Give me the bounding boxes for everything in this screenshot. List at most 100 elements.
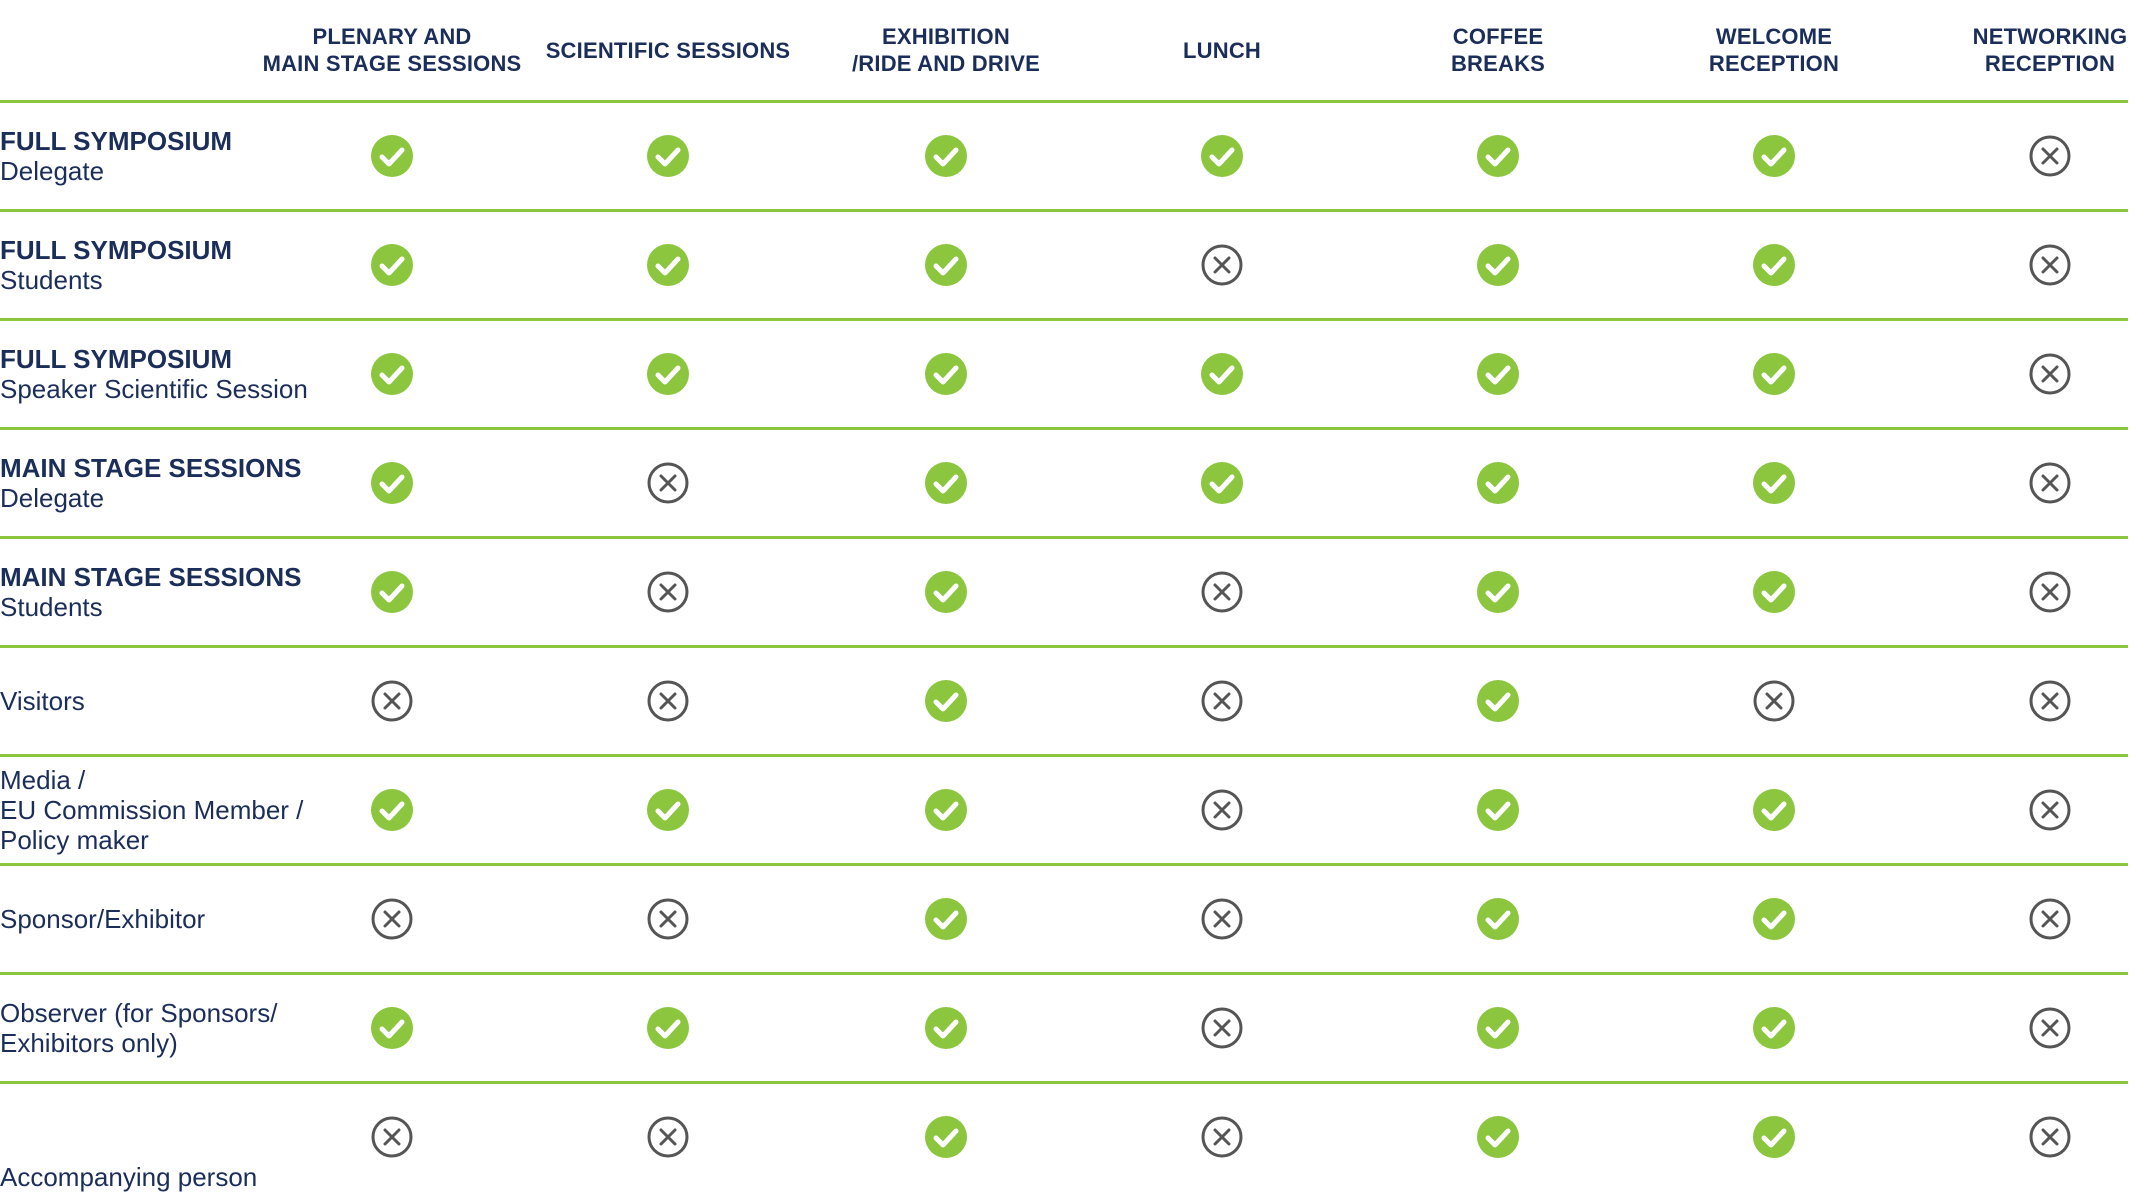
check-circle-icon	[1192, 321, 1252, 427]
cross-circle-icon	[2020, 539, 2080, 645]
row-subtitle: Observer (for Sponsors/ Exhibitors only)	[0, 998, 278, 1058]
cross-circle-icon	[2020, 866, 2080, 972]
check-circle-icon	[1468, 757, 1528, 863]
cross-circle-icon	[362, 1084, 422, 1190]
row-subtitle: Accompanying person	[0, 1162, 258, 1192]
check-circle-icon	[916, 103, 976, 209]
table-row: MAIN STAGE SESSIONS Delegate	[0, 430, 2128, 539]
check-circle-icon	[916, 321, 976, 427]
check-circle-icon	[1468, 975, 1528, 1081]
check-circle-icon	[1744, 539, 1804, 645]
row-title: MAIN STAGE SESSIONS	[0, 562, 302, 592]
cross-circle-icon	[1192, 1084, 1252, 1190]
row-label: Accompanying person	[0, 1084, 340, 1204]
cross-circle-icon	[2020, 757, 2080, 863]
cross-circle-icon	[2020, 212, 2080, 318]
table-row: Sponsor/Exhibitor	[0, 866, 2128, 975]
table-header: PLENARY AND MAIN STAGE SESSIONS SCIENTIFI…	[0, 0, 2128, 103]
row-title: FULL SYMPOSIUM	[0, 235, 233, 265]
row-title: MAIN STAGE SESSIONS	[0, 453, 302, 483]
check-circle-icon	[1744, 103, 1804, 209]
check-circle-icon	[638, 757, 698, 863]
row-label: Sponsor/Exhibitor	[0, 866, 340, 972]
check-circle-icon	[1744, 1084, 1804, 1190]
table-row: Visitors	[0, 648, 2128, 757]
cross-circle-icon	[1192, 539, 1252, 645]
table-row: Media / EU Commission Member / Policy ma…	[0, 757, 2128, 866]
check-circle-icon	[916, 866, 976, 972]
row-label: FULL SYMPOSIUM Speaker Scientific Session	[0, 321, 340, 427]
check-circle-icon	[1468, 648, 1528, 754]
row-label: FULL SYMPOSIUM Delegate	[0, 103, 340, 209]
column-header: SCIENTIFIC SESSIONS	[545, 37, 791, 63]
row-label: Observer (for Sponsors/ Exhibitors only)	[0, 975, 340, 1081]
check-circle-icon	[1744, 975, 1804, 1081]
cross-circle-icon	[638, 1084, 698, 1190]
row-label: FULL SYMPOSIUM Students	[0, 212, 340, 318]
cross-circle-icon	[638, 539, 698, 645]
table-row: Observer (for Sponsors/ Exhibitors only)	[0, 975, 2128, 1084]
check-circle-icon	[1468, 103, 1528, 209]
cross-circle-icon	[2020, 321, 2080, 427]
check-circle-icon	[1744, 321, 1804, 427]
check-circle-icon	[638, 975, 698, 1081]
cross-circle-icon	[1192, 212, 1252, 318]
cross-circle-icon	[2020, 1084, 2080, 1190]
row-title: FULL SYMPOSIUM	[0, 344, 233, 374]
cross-circle-icon	[638, 866, 698, 972]
check-circle-icon	[916, 539, 976, 645]
cross-circle-icon	[1744, 648, 1804, 754]
check-circle-icon	[1468, 321, 1528, 427]
cross-circle-icon	[638, 648, 698, 754]
row-subtitle: Media / EU Commission Member / Policy ma…	[0, 765, 304, 855]
check-circle-icon	[916, 757, 976, 863]
column-header: LUNCH	[1183, 37, 1261, 63]
column-header: WELCOME RECEPTION	[1708, 24, 1840, 76]
check-circle-icon	[1468, 212, 1528, 318]
table-row: Accompanying person	[0, 1084, 2128, 1204]
check-circle-icon	[916, 430, 976, 536]
row-subtitle: Sponsor/Exhibitor	[0, 904, 206, 934]
column-header: COFFEE BREAKS	[1450, 24, 1546, 76]
check-circle-icon	[638, 212, 698, 318]
cross-circle-icon	[1192, 757, 1252, 863]
check-circle-icon	[1744, 866, 1804, 972]
check-circle-icon	[916, 648, 976, 754]
table-row: FULL SYMPOSIUM Speaker Scientific Session	[0, 321, 2128, 430]
row-subtitle: Visitors	[0, 686, 85, 716]
table-row: FULL SYMPOSIUM Students	[0, 212, 2128, 321]
row-subtitle: Students	[0, 592, 103, 622]
row-label: MAIN STAGE SESSIONS Students	[0, 539, 340, 645]
cross-circle-icon	[362, 866, 422, 972]
table-row: MAIN STAGE SESSIONS Students	[0, 539, 2128, 648]
check-circle-icon	[1192, 103, 1252, 209]
cross-circle-icon	[1192, 975, 1252, 1081]
check-circle-icon	[638, 321, 698, 427]
cross-circle-icon	[2020, 103, 2080, 209]
check-circle-icon	[362, 757, 422, 863]
check-circle-icon	[362, 975, 422, 1081]
cross-circle-icon	[2020, 975, 2080, 1081]
check-circle-icon	[1468, 430, 1528, 536]
check-circle-icon	[916, 1084, 976, 1190]
check-circle-icon	[1468, 539, 1528, 645]
cross-circle-icon	[2020, 648, 2080, 754]
row-subtitle: Delegate	[0, 156, 105, 186]
column-header: PLENARY AND MAIN STAGE SESSIONS	[262, 24, 522, 76]
cross-circle-icon	[1192, 648, 1252, 754]
row-subtitle: Students	[0, 265, 103, 295]
cross-circle-icon	[2020, 430, 2080, 536]
check-circle-icon	[1744, 212, 1804, 318]
check-circle-icon	[1744, 757, 1804, 863]
table-body: FULL SYMPOSIUM Delegate FULL SYMPOSIUM Stud…	[0, 103, 2128, 1204]
check-circle-icon	[362, 539, 422, 645]
check-circle-icon	[1744, 430, 1804, 536]
row-label: Media / EU Commission Member / Policy ma…	[0, 757, 340, 863]
row-label: MAIN STAGE SESSIONS Delegate	[0, 430, 340, 536]
check-circle-icon	[1468, 1084, 1528, 1190]
check-circle-icon	[1468, 866, 1528, 972]
column-header: EXHIBITION /RIDE AND DRIVE	[852, 24, 1040, 76]
cross-circle-icon	[638, 430, 698, 536]
check-circle-icon	[638, 103, 698, 209]
